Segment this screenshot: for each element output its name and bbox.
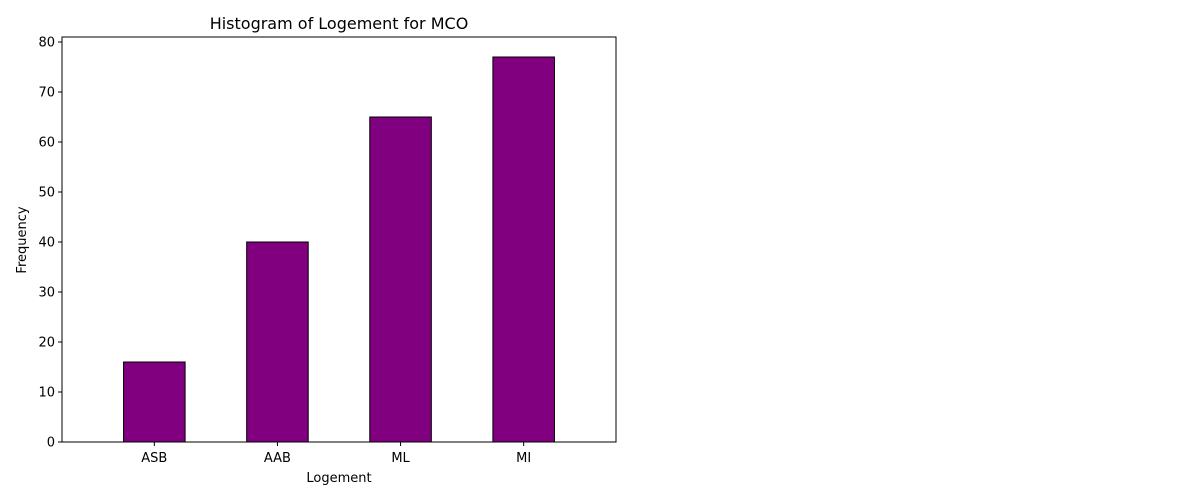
bar-asb xyxy=(123,361,186,443)
bar-ml xyxy=(369,116,432,443)
bar-series xyxy=(123,56,555,443)
plot-frame xyxy=(61,36,617,443)
x-tick-label-asb: ASB xyxy=(141,451,167,466)
y-tick-label: 0 xyxy=(47,436,55,451)
y-tick-label: 10 xyxy=(38,386,55,401)
bar-mi xyxy=(492,56,555,443)
y-tick-label: 20 xyxy=(38,336,55,351)
chart-title: Histogram of Logement for MCO xyxy=(210,14,469,33)
y-tick-label: 70 xyxy=(38,86,55,101)
x-axis-ticks: ASB AAB ML MI xyxy=(141,442,531,466)
y-axis-label: Frequency xyxy=(15,206,30,273)
y-tick-label: 40 xyxy=(38,236,55,251)
y-tick-label: 80 xyxy=(38,36,55,51)
x-tick-label-ml: ML xyxy=(391,451,410,466)
x-axis-label: Logement xyxy=(306,471,371,486)
y-tick-label: 30 xyxy=(38,286,55,301)
y-tick-label: 50 xyxy=(38,186,55,201)
bar-aab xyxy=(246,241,309,443)
y-axis-ticks: 0 10 20 30 40 50 60 70 80 xyxy=(38,36,62,451)
y-tick-label: 60 xyxy=(38,136,55,151)
x-tick-label-aab: AAB xyxy=(264,451,291,466)
x-tick-label-mi: MI xyxy=(516,451,531,466)
